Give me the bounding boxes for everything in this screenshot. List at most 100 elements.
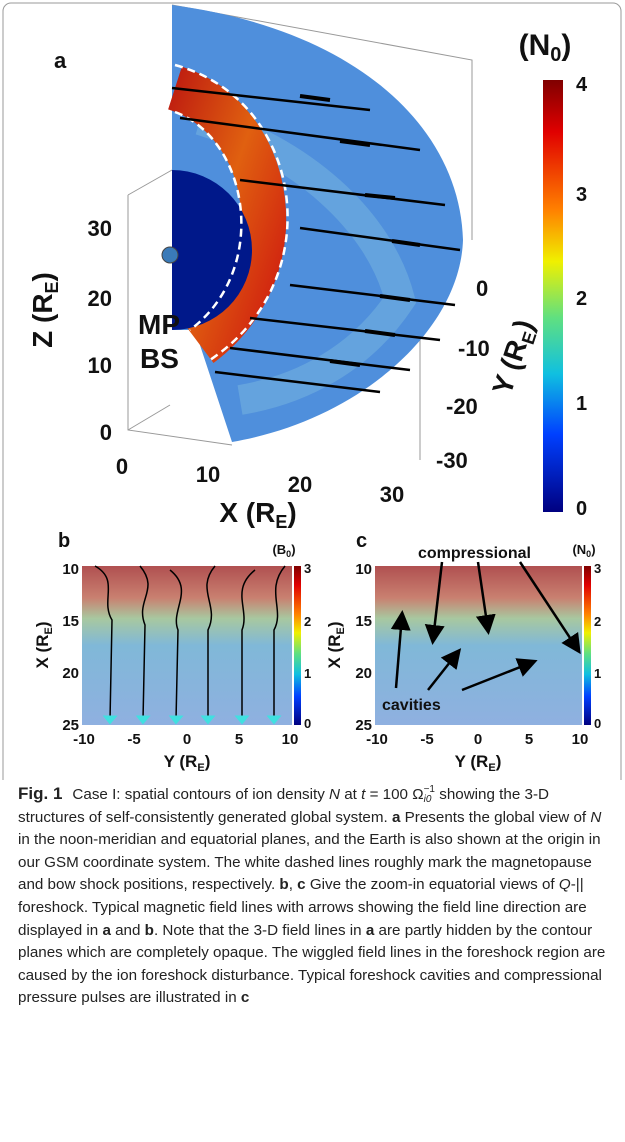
caption-text: , <box>288 876 298 894</box>
colorbar-ticks: 3 2 1 0 <box>594 561 601 731</box>
tick-label: 15 <box>62 613 79 630</box>
z-axis-label: Z (RE) <box>27 272 62 348</box>
tick-label: 20 <box>62 665 79 682</box>
tick-label: 10 <box>196 462 220 487</box>
text-part: 0 <box>286 549 291 559</box>
text-part: X (R <box>219 497 275 528</box>
x-axis-label: Y (RE) <box>455 752 502 774</box>
caption-text: Case I: spatial contours of ion density <box>72 786 330 803</box>
tick-label: 20 <box>355 665 372 682</box>
density-band <box>167 66 287 363</box>
panel-label: a <box>54 48 67 73</box>
tick-label: 10 <box>572 731 589 748</box>
tick-label: 0 <box>116 454 128 479</box>
tick-label: 25 <box>62 717 79 734</box>
annotation: BS <box>140 343 179 374</box>
math-script: −1 i0 <box>424 784 435 805</box>
text-part: 0 <box>586 549 591 559</box>
tick-label: 10 <box>355 561 372 578</box>
y-ticks: 10 15 20 25 <box>62 561 79 734</box>
y-axis-label: X (RE) <box>325 621 347 668</box>
text-part: E <box>275 512 287 532</box>
text-part: ) <box>33 621 52 627</box>
y-ticks: 0 -10 -20 -30 <box>436 276 490 473</box>
colorbar <box>294 566 301 725</box>
tick-label: -30 <box>436 448 468 473</box>
caption-text: in the noon-meridian and equatorial plan… <box>18 831 601 894</box>
tick-label: 0 <box>183 731 191 748</box>
tick-label: -20 <box>446 394 478 419</box>
field-lines <box>171 86 461 394</box>
text-part: E <box>43 627 55 634</box>
tick-label: -10 <box>366 731 388 748</box>
text-part: ) <box>496 752 502 771</box>
caption-text: a <box>365 921 375 939</box>
tick-label: -10 <box>458 336 490 361</box>
text-part: 0 <box>550 44 561 66</box>
tick-label: 0 <box>304 716 311 731</box>
contour-plot <box>82 566 292 725</box>
figure: a (N0) 4 3 2 1 0 30 20 10 0 Z (RE) MP BS… <box>2 2 622 780</box>
caption: Fig. 1 Case I: spatial contours of ion de… <box>18 783 610 1010</box>
annotation: compressional <box>418 545 531 562</box>
tick-label: 20 <box>88 286 112 311</box>
wireframe <box>127 4 473 460</box>
tick-label: 0 <box>594 716 601 731</box>
caption-text: are partly hidden by the contour planes … <box>18 921 606 1007</box>
caption-text: = 100 Ω <box>365 786 424 803</box>
text-part: Y (R <box>164 752 198 771</box>
magnetosphere <box>172 170 252 330</box>
text-part: X (R <box>33 635 52 669</box>
text-part: E <box>197 762 204 774</box>
colorbar <box>543 80 563 512</box>
tick-label: 3 <box>594 561 601 576</box>
text-part: (N <box>572 542 586 557</box>
caption-text: -|| foreshock. Typical magnetic field li… <box>18 876 587 939</box>
frame <box>2 2 622 780</box>
text-part: ) <box>325 621 344 627</box>
caption-text: at <box>340 786 362 803</box>
tick-label: 3 <box>576 184 587 206</box>
text-part: ) <box>287 497 296 528</box>
x-axis-label: Y (RE) <box>164 752 211 774</box>
y-axis-label: X (RE) <box>33 621 55 668</box>
tick-label: 2 <box>576 288 587 310</box>
annotation: MP <box>138 309 180 340</box>
caption-text: c <box>240 989 250 1007</box>
x-ticks: -10 -5 0 5 10 <box>366 731 588 748</box>
caption-text: N <box>329 786 341 803</box>
y-axis-label: Y (RE) <box>486 316 543 400</box>
tick-label: 15 <box>355 613 372 630</box>
tick-label: -5 <box>127 731 140 748</box>
x-ticks: 0 10 20 30 <box>116 454 404 507</box>
text-part: ) <box>291 542 295 557</box>
colorbar-unit: (N0) <box>519 29 572 66</box>
text-part: ) <box>27 272 58 281</box>
tick-label: 1 <box>576 393 587 415</box>
colorbar-unit: (B0) <box>272 542 295 559</box>
text-part: ) <box>591 542 595 557</box>
tick-label: 30 <box>380 482 404 507</box>
tick-label: 30 <box>88 216 112 241</box>
tick-label: 4 <box>576 74 588 96</box>
colorbar <box>584 566 591 725</box>
panel-label: c <box>356 530 367 552</box>
figure-number: Fig. 1 <box>18 784 63 803</box>
caption-text: c <box>297 876 306 894</box>
tick-label: 0 <box>100 420 112 445</box>
earth <box>161 246 179 264</box>
annotation: cavities <box>382 697 441 714</box>
field-lines <box>94 565 286 725</box>
panel-label: b <box>58 530 70 552</box>
text-part: Y (R <box>486 336 533 398</box>
tick-label: 0 <box>474 731 482 748</box>
caption-text: b <box>144 921 154 939</box>
caption-text: showing the 3-D structures of self-consi… <box>18 786 549 826</box>
caption-text: and <box>110 921 145 939</box>
contour-plot <box>375 566 582 725</box>
z-ticks: 30 20 10 0 <box>88 216 112 445</box>
magnetopause <box>174 110 243 331</box>
tick-label: 20 <box>288 472 312 497</box>
tick-label: 5 <box>235 731 243 748</box>
